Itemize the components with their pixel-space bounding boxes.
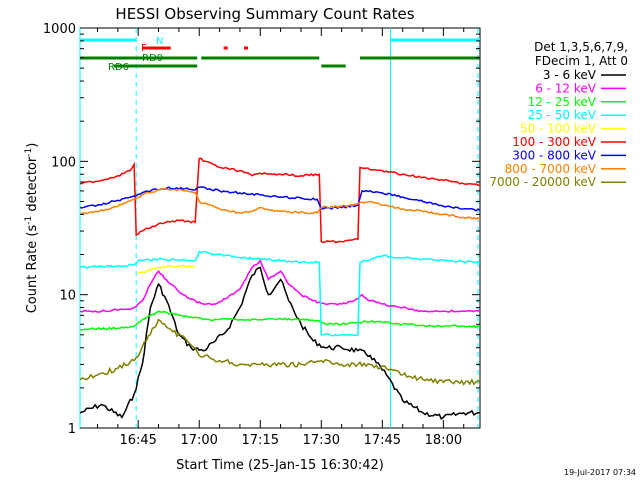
y-tick-label-1000: 1000 [43,22,76,37]
legend: Det 1,3,5,6,7,9, FDecim 1, Att 0 3 - 6 k… [489,40,628,189]
x-tick-label-17-15: 17:15 [242,433,279,448]
series-line-50-100-kev [137,264,196,274]
series-line-25-50-kev [79,250,481,337]
chart-title: HESSI Observing Summary Count Rates [115,5,414,23]
footer-date: 19-Jul-2017 07:34 [564,468,636,477]
y-tick-label-100: 100 [51,155,76,170]
legend-label-12-25-kev: 12 - 25 keV [528,95,597,109]
axes: 16:45 17:00 17:15 17:30 17:45 18:00 1 10 100 1000 [43,22,480,448]
legend-label-50-100-kev: 50 - 100 keV [520,122,597,136]
series-line-7000-20000-kev [79,318,481,386]
legend-label-100-300-kev: 100 - 300 keV [512,135,596,149]
legend-label-6-12-kev: 6 - 12 keV [535,81,597,95]
y-tick-label-1: 1 [68,422,76,437]
plot-frame [79,27,481,429]
y-axis-label: Count Rate (s-1 detector-1) [24,143,40,314]
legend-label-300-800-kev: 300 - 800 keV [512,148,596,162]
series-line-12-25-kev [79,310,481,331]
vertical-markers [79,28,479,428]
series-line-100-300-kev [79,157,481,244]
series-line-3-6-kev [79,266,480,421]
x-axis-label: Start Time (25-Jan-15 16:30:42) [176,458,384,473]
series-lines [79,157,481,421]
legend-label-25-50-kev: 25 - 50 keV [528,108,597,122]
x-tick-label-17-30: 17:30 [303,433,340,448]
legend-label-3-6-kev: 3 - 6 keV [543,68,597,82]
series-line-800-7000-kev [79,188,481,220]
legend-label-800-7000-kev: 800 - 7000 keV [505,162,597,176]
x-tick-label-17-00: 17:00 [180,433,217,448]
x-tick-label-17-45: 17:45 [364,433,401,448]
series-line-6-12-kev [79,259,481,313]
series-line-300-800-kev [79,186,481,212]
legend-header-line-2: FDecim 1, Att 0 [535,54,628,68]
bar-label-rd0: RD0 [142,53,163,64]
x-tick-label-18-00: 18:00 [425,433,462,448]
legend-label-7000-20000-kev: 7000 - 20000 keV [489,175,596,189]
bar-label-f: F [141,43,147,54]
legend-header-line-1: Det 1,3,5,6,7,9, [534,40,628,54]
bar-label-rd6: RD6 [108,62,129,73]
y-tick-label-10: 10 [59,289,76,304]
x-tick-label-16-45: 16:45 [119,433,156,448]
bar-label-n: N [156,36,163,47]
